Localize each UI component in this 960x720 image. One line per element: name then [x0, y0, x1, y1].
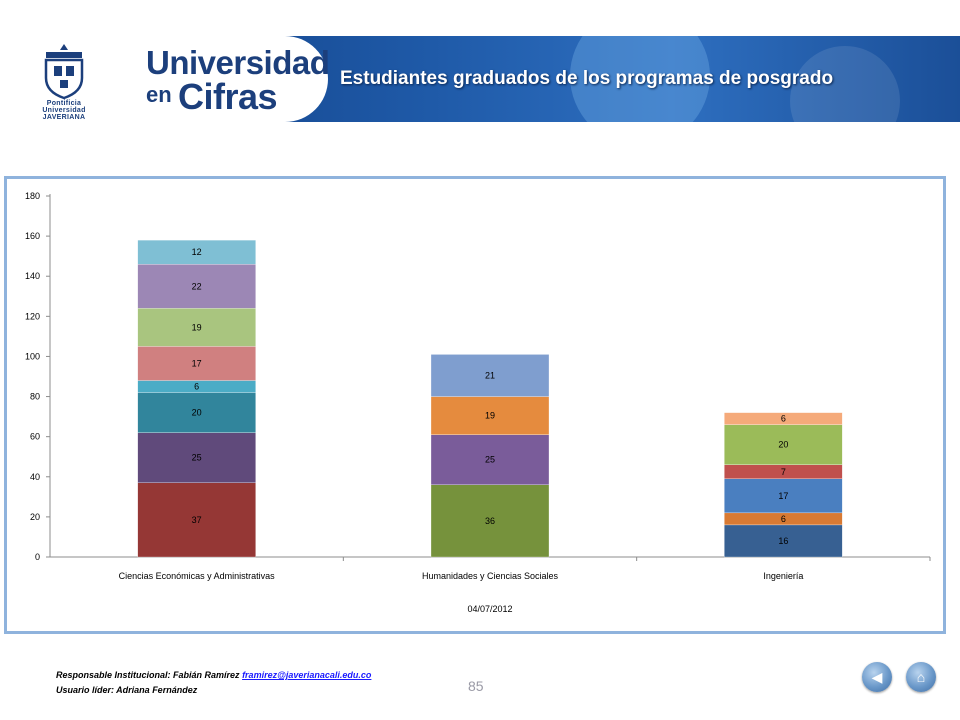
page-title: Estudiantes graduados de los programas d…	[340, 68, 834, 89]
footer-usuario: Usuario líder: Adriana Fernández	[56, 685, 198, 695]
brand-en: en	[146, 82, 172, 107]
page-number: 85	[468, 678, 484, 694]
brand-cifras: Cifras	[178, 76, 278, 117]
brand-area	[108, 36, 328, 122]
back-button[interactable]: ◀	[862, 662, 892, 692]
logo-area	[0, 36, 108, 122]
brand-universidad: Universidad	[146, 44, 330, 81]
footer-responsable: Responsable Institucional: Fabián Ramíre…	[56, 670, 371, 680]
responsable-email-link[interactable]: framirez@javerianacali.edu.co	[242, 670, 372, 680]
chart-frame	[4, 176, 946, 634]
home-icon: ⌂	[916, 669, 926, 685]
crest-caption: Pontificia Universidad JAVERIANA	[42, 100, 86, 121]
banner-decoration	[570, 36, 710, 122]
home-button[interactable]: ⌂	[906, 662, 936, 692]
responsable-label: Responsable Institucional: Fabián Ramíre…	[56, 670, 240, 680]
back-arrow-icon: ◀	[871, 669, 883, 685]
university-crest-icon	[44, 44, 84, 100]
